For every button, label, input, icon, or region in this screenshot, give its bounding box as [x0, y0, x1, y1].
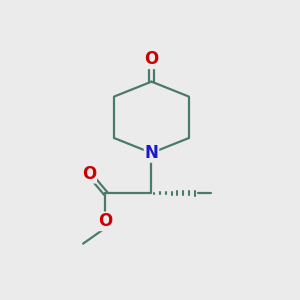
- Text: O: O: [98, 212, 112, 230]
- Text: N: N: [145, 144, 158, 162]
- Text: O: O: [144, 50, 159, 68]
- Text: O: O: [82, 165, 96, 183]
